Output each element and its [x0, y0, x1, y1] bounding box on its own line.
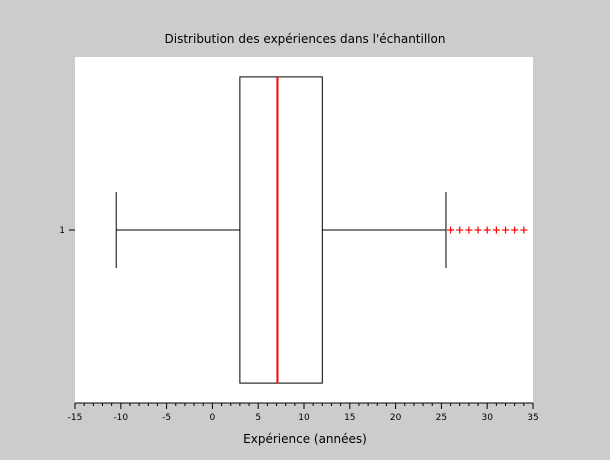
outlier-point: [502, 226, 510, 234]
outlier-point: [456, 226, 464, 234]
chart-title: Distribution des expériences dans l'écha…: [165, 32, 446, 46]
outlier-point: [520, 226, 528, 234]
x-tick-label: 25: [436, 413, 447, 423]
outlier-point: [474, 226, 482, 234]
x-tick-label: -5: [162, 413, 171, 423]
y-tick-label: 1: [59, 226, 65, 236]
x-tick-label: 10: [298, 413, 310, 423]
x-tick-label: 20: [390, 413, 402, 423]
x-axis: -15 -10 -5 0 5 10 15 20 25 30 35 1: [59, 226, 538, 423]
outlier-point: [511, 226, 519, 234]
outlier-point: [483, 226, 491, 234]
x-tick-label: -10: [113, 413, 128, 423]
iqr-box: [239, 76, 323, 384]
outlier-point: [465, 226, 473, 234]
x-tick-label: -15: [68, 413, 83, 423]
x-tick-label: 30: [481, 413, 493, 423]
x-tick-label: 0: [210, 413, 216, 423]
x-axis-label: Expérience (années): [243, 432, 367, 446]
x-tick-label: 35: [527, 413, 538, 423]
x-tick-label: 5: [255, 413, 261, 423]
outlier-point: [492, 226, 500, 234]
boxplot-marks: [115, 76, 528, 384]
x-tick-label: 15: [344, 413, 355, 423]
outlier-point: [447, 226, 455, 234]
